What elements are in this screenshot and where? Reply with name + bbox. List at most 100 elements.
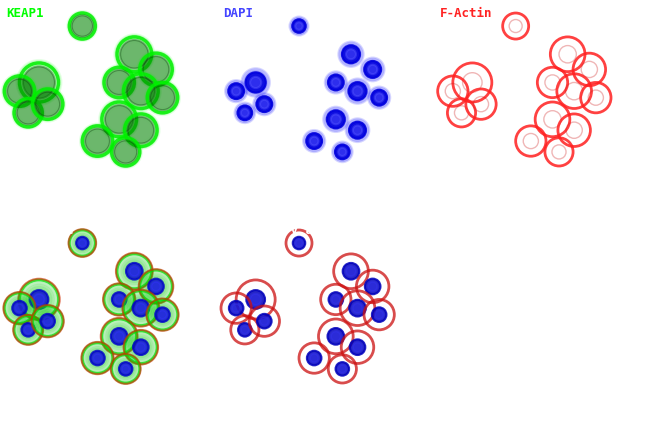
Circle shape — [375, 310, 383, 319]
Circle shape — [107, 325, 131, 348]
Circle shape — [126, 115, 156, 145]
Circle shape — [99, 99, 139, 139]
Circle shape — [2, 74, 37, 108]
Circle shape — [124, 330, 158, 364]
Circle shape — [237, 105, 252, 120]
Circle shape — [366, 62, 380, 76]
Circle shape — [303, 130, 325, 152]
Circle shape — [148, 279, 164, 294]
Circle shape — [348, 82, 367, 100]
Circle shape — [137, 51, 175, 88]
Circle shape — [105, 322, 133, 350]
Circle shape — [141, 54, 171, 85]
Circle shape — [328, 328, 344, 345]
Circle shape — [124, 74, 158, 108]
Text: DAPI: DAPI — [223, 7, 253, 20]
Circle shape — [345, 79, 370, 104]
Circle shape — [18, 62, 60, 103]
Circle shape — [72, 233, 93, 253]
Circle shape — [120, 257, 148, 285]
Circle shape — [21, 323, 35, 337]
Circle shape — [70, 13, 96, 39]
Circle shape — [328, 292, 343, 307]
Circle shape — [31, 88, 64, 121]
Circle shape — [118, 255, 150, 287]
Circle shape — [116, 36, 153, 73]
Circle shape — [295, 22, 303, 30]
Circle shape — [30, 290, 48, 309]
Circle shape — [342, 45, 360, 63]
Circle shape — [140, 53, 172, 86]
Circle shape — [250, 77, 261, 88]
Circle shape — [105, 105, 133, 134]
Circle shape — [112, 356, 138, 382]
Circle shape — [107, 287, 131, 312]
Circle shape — [292, 237, 306, 249]
Circle shape — [121, 71, 161, 111]
Circle shape — [257, 96, 272, 112]
Circle shape — [326, 73, 345, 92]
Circle shape — [332, 141, 352, 162]
Circle shape — [310, 354, 318, 362]
Circle shape — [342, 45, 360, 63]
Circle shape — [103, 320, 135, 352]
Circle shape — [145, 276, 167, 297]
Circle shape — [329, 112, 343, 127]
Circle shape — [338, 148, 346, 156]
Circle shape — [3, 292, 35, 324]
Circle shape — [308, 135, 320, 148]
Circle shape — [5, 77, 34, 105]
Circle shape — [257, 96, 272, 112]
Circle shape — [338, 365, 346, 373]
Circle shape — [346, 80, 369, 102]
Circle shape — [141, 271, 171, 302]
Circle shape — [328, 75, 344, 90]
Circle shape — [5, 76, 34, 106]
Circle shape — [69, 229, 96, 256]
Circle shape — [17, 319, 40, 341]
Circle shape — [133, 300, 149, 316]
Circle shape — [232, 304, 240, 312]
Text: a: a — [6, 193, 18, 210]
Circle shape — [353, 342, 362, 352]
Circle shape — [44, 317, 52, 326]
Circle shape — [227, 82, 246, 101]
Circle shape — [351, 123, 364, 137]
Circle shape — [120, 40, 149, 69]
Circle shape — [339, 42, 363, 67]
Circle shape — [307, 351, 322, 365]
Circle shape — [240, 326, 249, 334]
Circle shape — [292, 19, 306, 33]
Circle shape — [246, 72, 266, 92]
Circle shape — [346, 49, 356, 59]
Circle shape — [122, 365, 130, 373]
Circle shape — [17, 101, 40, 125]
Circle shape — [21, 281, 57, 318]
Circle shape — [331, 331, 341, 342]
Circle shape — [155, 307, 170, 322]
Circle shape — [348, 82, 367, 100]
Circle shape — [370, 88, 389, 107]
Circle shape — [111, 354, 140, 384]
Text: b: b — [223, 193, 236, 210]
Circle shape — [68, 12, 96, 40]
Circle shape — [125, 114, 157, 146]
Circle shape — [115, 295, 124, 304]
Circle shape — [114, 34, 154, 74]
Circle shape — [158, 310, 167, 319]
Circle shape — [23, 284, 55, 315]
Circle shape — [310, 137, 318, 145]
Circle shape — [116, 359, 135, 378]
Circle shape — [225, 80, 247, 102]
Circle shape — [123, 290, 159, 326]
Circle shape — [372, 307, 387, 322]
Circle shape — [125, 262, 144, 281]
Circle shape — [21, 64, 57, 101]
Circle shape — [352, 86, 363, 96]
Circle shape — [229, 301, 244, 316]
Circle shape — [36, 309, 60, 333]
Circle shape — [146, 299, 178, 331]
Circle shape — [30, 87, 65, 122]
Circle shape — [73, 234, 91, 252]
Circle shape — [17, 60, 61, 105]
